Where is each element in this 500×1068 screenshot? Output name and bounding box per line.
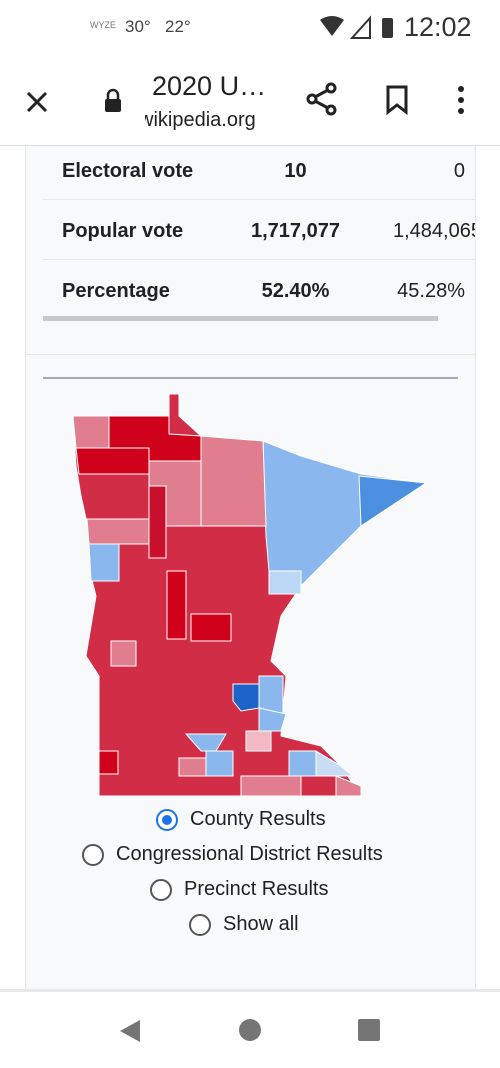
- radio-option[interactable]: County Results: [156, 808, 326, 831]
- temperature: 30°: [125, 17, 151, 36]
- divider: [43, 377, 458, 379]
- menu-button[interactable]: [456, 85, 466, 115]
- navigation-bar: [0, 989, 500, 1068]
- share-button[interactable]: [306, 82, 338, 116]
- table-cell: 1,717,077: [251, 220, 340, 242]
- radio-button[interactable]: [156, 808, 178, 831]
- table-row: Electoral vote 10 0: [43, 146, 475, 206]
- divider: [26, 354, 475, 355]
- table-cell: 45.28%: [397, 280, 465, 302]
- table-cell: Popular vote: [62, 220, 184, 242]
- table-row: Popular vote 1,717,077 1,484,065: [43, 206, 476, 266]
- radio-option[interactable]: Precinct Results: [150, 878, 329, 901]
- back-button[interactable]: [118, 1018, 142, 1044]
- radio-option[interactable]: Show all: [189, 913, 299, 936]
- bookmark-button[interactable]: [385, 85, 409, 115]
- table-cell: Percentage: [62, 280, 170, 302]
- content: Electoral vote 10 0 Popular vote 1,717,077 1,…: [0, 146, 500, 989]
- home-button[interactable]: [238, 1018, 262, 1042]
- radio-button[interactable]: [150, 878, 172, 901]
- infobox: Electoral vote 10 0 Popular vote 1,717,077 1,…: [25, 146, 476, 989]
- clock: 12:02: [404, 12, 472, 42]
- row-divider: [43, 199, 475, 200]
- table-cell: Electoral vote: [62, 160, 194, 182]
- temperature: 22°: [165, 17, 191, 36]
- radio-option[interactable]: Congressional District Results: [82, 843, 383, 866]
- status-icons: [320, 15, 393, 39]
- table-cell: 1,484,065: [393, 220, 476, 242]
- close-button[interactable]: [25, 90, 49, 114]
- table-cell: 10: [284, 160, 307, 182]
- page-title: 2020 U…: [152, 71, 267, 101]
- radio-label: Show all: [223, 913, 299, 935]
- county-map: [72, 393, 428, 797]
- radio-label: Precinct Results: [184, 878, 329, 900]
- radio-label: Congressional District Results: [116, 843, 383, 865]
- radio-button[interactable]: [82, 843, 104, 866]
- table-cell: 52.40%: [261, 280, 330, 302]
- recents-button[interactable]: [357, 1018, 381, 1042]
- notification-icon: WYZE: [90, 20, 116, 30]
- domain: wikipedia.org: [145, 109, 256, 131]
- radio-label: County Results: [190, 808, 326, 830]
- table-row: Percentage 52.40% 45.28%: [43, 266, 475, 326]
- radio-button[interactable]: [189, 913, 211, 936]
- scrollbar: [43, 316, 438, 321]
- status-bar: WYZE 30° 22° 12:02: [0, 0, 500, 55]
- table-cell: 0: [453, 160, 465, 182]
- browser-toolbar: 2020 U… wikipedia.org: [0, 55, 500, 146]
- row-divider: [43, 259, 475, 260]
- lock-icon: [105, 88, 121, 112]
